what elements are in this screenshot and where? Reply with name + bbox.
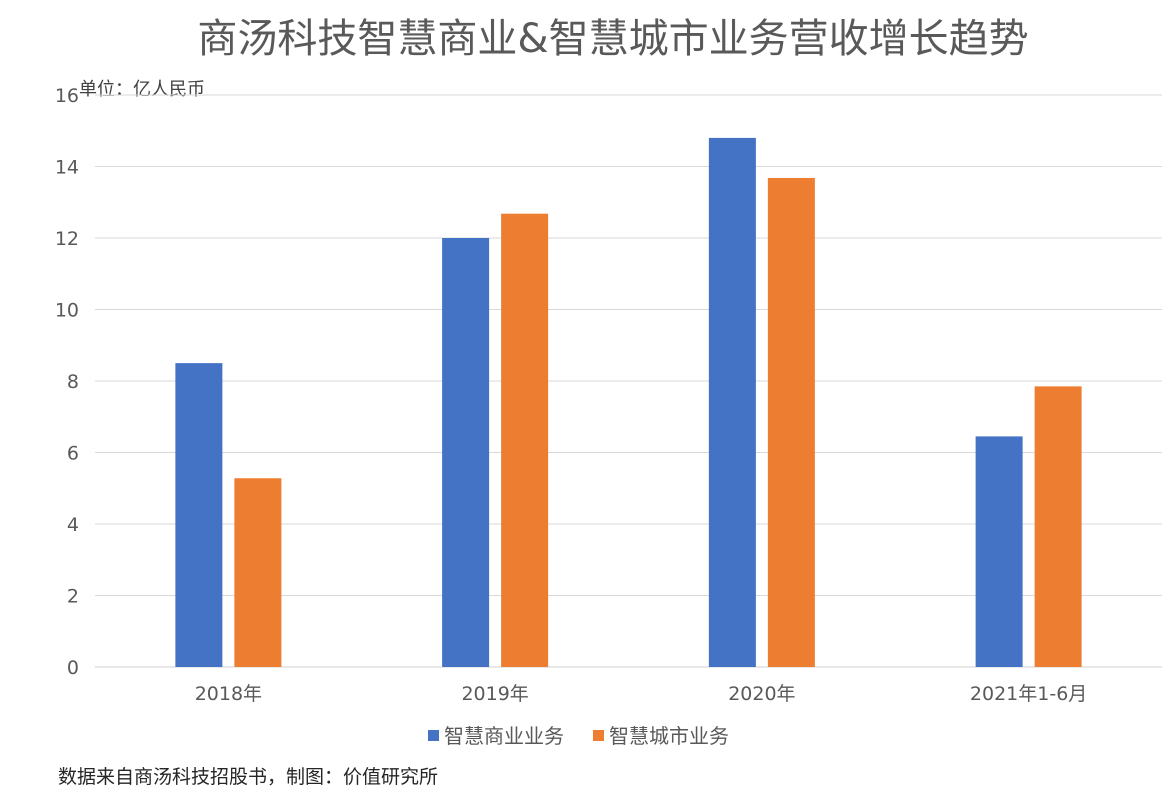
bars [175,137,1082,667]
bar-smart-city-3 [1034,386,1082,667]
bar-smart-business-0 [175,363,223,667]
y-tick-label: 0 [67,657,79,679]
bar-smart-city-1 [501,213,549,667]
y-tick-label: 14 [55,157,79,179]
y-tick-label: 6 [67,443,79,465]
x-tick-label: 2019年 [461,683,528,705]
y-tick-label: 16 [55,85,79,107]
unit-label: 单位：亿人民币 [79,79,205,100]
source-note: 数据来自商汤科技招股书，制图：价值研究所 [58,766,438,788]
legend-label: 智慧商业业务 [444,724,564,748]
y-tick-label: 10 [55,300,79,322]
x-tick-label: 2020年 [728,683,795,705]
x-tick-label: 2018年 [195,683,262,705]
x-tick-label: 2021年1-6月 [970,683,1087,705]
x-axis-tick-labels: 2018年 2019年 2020年 2021年1-6月 [195,683,1088,705]
y-tick-label: 4 [67,514,79,536]
bar-smart-business-1 [442,238,490,667]
y-tick-label: 2 [67,586,79,608]
chart-title: 商汤科技智慧商业&智慧城市业务营收增长趋势 [197,16,1028,62]
y-tick-label: 8 [67,371,79,393]
bar-smart-business-2 [708,137,756,667]
legend-swatch [593,730,604,741]
bar-smart-city-0 [234,478,282,667]
bar-smart-city-2 [767,177,815,667]
legend-swatch [428,730,439,741]
y-axis-tick-labels: 0 2 4 6 8 10 12 14 16 [55,85,79,679]
legend-label: 智慧城市业务 [609,724,729,748]
y-tick-label: 12 [55,228,79,250]
legend: 智慧商业业务 智慧城市业务 [428,724,729,748]
bar-smart-business-3 [975,436,1023,667]
